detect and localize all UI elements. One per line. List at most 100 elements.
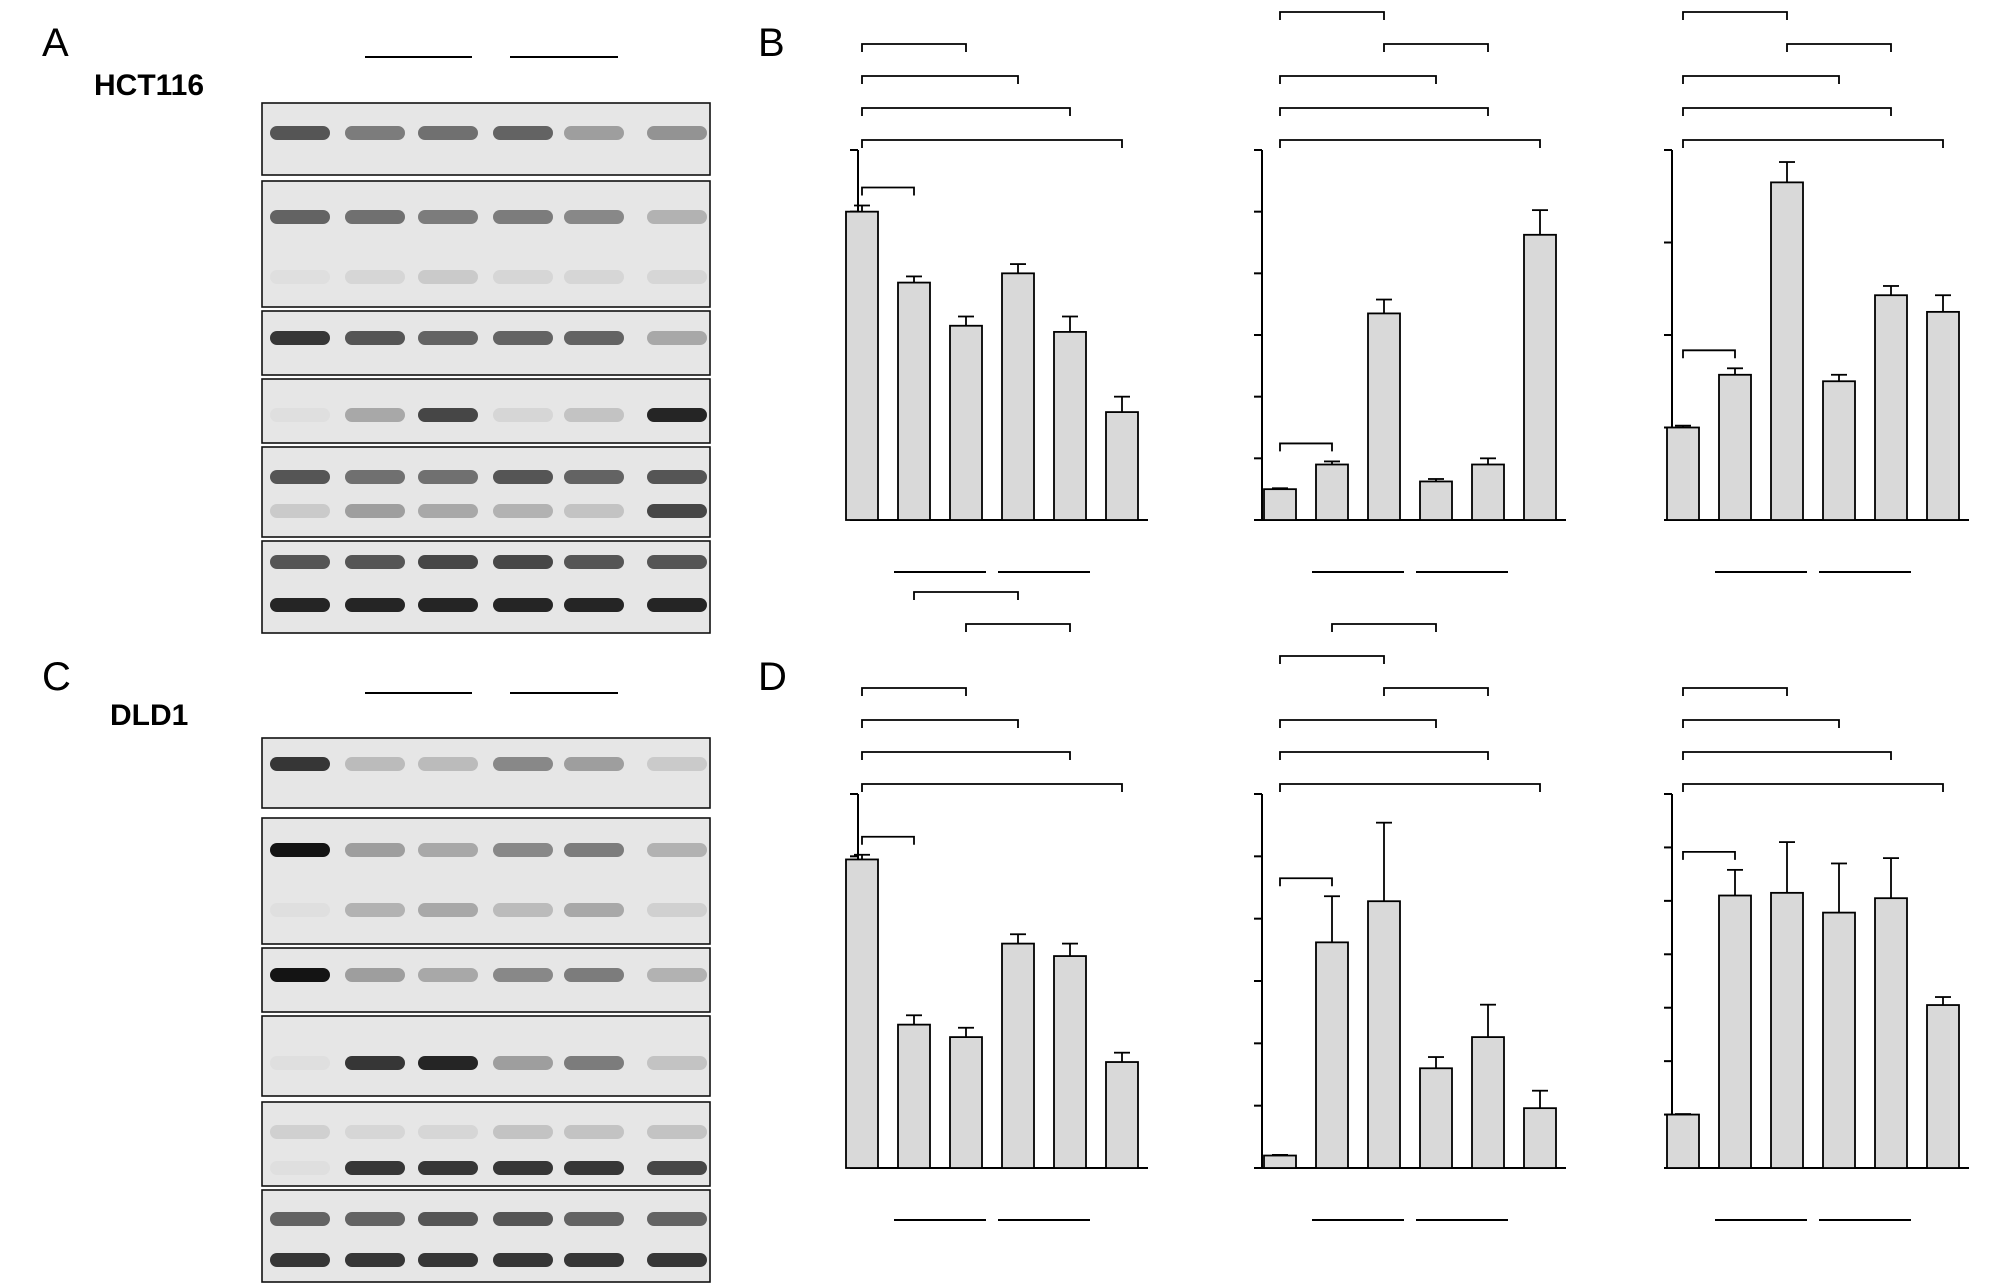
protein-band xyxy=(564,968,624,982)
protein-band xyxy=(564,331,624,345)
bar xyxy=(1770,181,1804,521)
protein-band xyxy=(647,757,707,771)
significance-bracket xyxy=(1786,43,1892,52)
protein-band xyxy=(647,843,707,857)
protein-band xyxy=(493,408,553,422)
significance-bracket xyxy=(1331,623,1437,632)
blot-membrane xyxy=(261,102,711,176)
protein-band xyxy=(564,1161,624,1175)
significance-bracket xyxy=(913,591,1019,600)
protein-band xyxy=(345,210,405,224)
protein-band xyxy=(345,903,405,917)
protein-band xyxy=(270,270,330,284)
bar xyxy=(1001,272,1035,521)
protein-band xyxy=(493,1212,553,1226)
protein-band xyxy=(418,555,478,569)
protein-band xyxy=(493,1056,553,1070)
bar xyxy=(1666,1113,1700,1169)
panel-letter-d: D xyxy=(758,655,787,699)
protein-band xyxy=(270,1056,330,1070)
western-blot-hct116 xyxy=(261,56,711,634)
bar xyxy=(1718,373,1752,521)
protein-band xyxy=(270,1212,330,1226)
protein-band xyxy=(647,408,707,422)
protein-band xyxy=(270,843,330,857)
bar xyxy=(1926,310,1960,521)
significance-bracket xyxy=(1279,107,1489,116)
protein-band xyxy=(564,210,624,224)
significance-bracket xyxy=(1279,877,1333,887)
protein-band xyxy=(564,270,624,284)
significance-bracket xyxy=(965,623,1071,632)
significance-bracket xyxy=(1279,75,1437,84)
protein-band xyxy=(418,504,478,518)
bar xyxy=(845,858,879,1169)
significance-bracket xyxy=(861,139,1123,148)
cell-line-label: DLD1 xyxy=(110,699,188,732)
protein-band xyxy=(418,210,478,224)
significance-bracket xyxy=(1279,11,1385,20)
protein-band xyxy=(564,1125,624,1139)
protein-band xyxy=(270,903,330,917)
blot-membrane xyxy=(261,540,711,634)
protein-band xyxy=(270,331,330,345)
protein-band xyxy=(493,270,553,284)
protein-band xyxy=(270,598,330,612)
bar xyxy=(1263,1154,1297,1169)
protein-band xyxy=(270,470,330,484)
protein-band xyxy=(647,968,707,982)
protein-band xyxy=(345,598,405,612)
protein-band xyxy=(564,408,624,422)
blot-membrane xyxy=(261,310,711,376)
protein-band xyxy=(418,1125,478,1139)
protein-band xyxy=(345,1161,405,1175)
significance-bracket xyxy=(861,186,915,196)
protein-band xyxy=(647,270,707,284)
protein-band xyxy=(493,210,553,224)
bar xyxy=(1926,1004,1960,1169)
significance-bracket xyxy=(861,783,1123,792)
protein-band xyxy=(345,1125,405,1139)
blot-membrane xyxy=(261,817,711,945)
protein-band xyxy=(647,210,707,224)
protein-band xyxy=(418,903,478,917)
protein-band xyxy=(418,1161,478,1175)
significance-bracket xyxy=(861,75,1019,84)
significance-bracket xyxy=(1279,719,1437,728)
significance-bracket xyxy=(1383,687,1489,696)
western-blot-dld1 xyxy=(261,692,711,1283)
bar-chart xyxy=(845,43,1148,573)
protein-band xyxy=(418,598,478,612)
significance-bracket xyxy=(1682,75,1840,84)
significance-bracket xyxy=(1682,687,1788,696)
bar xyxy=(1770,891,1804,1169)
protein-band xyxy=(493,757,553,771)
protein-band xyxy=(564,504,624,518)
protein-band xyxy=(493,126,553,140)
significance-bracket xyxy=(1279,783,1541,792)
bar-chart xyxy=(1664,11,1969,573)
significance-bracket xyxy=(1279,442,1333,452)
significance-bracket xyxy=(1682,107,1892,116)
protein-band xyxy=(647,903,707,917)
cell-line-label: HCT116 xyxy=(94,69,204,102)
protein-band xyxy=(564,1212,624,1226)
protein-band xyxy=(270,757,330,771)
bar xyxy=(1263,488,1297,521)
protein-band xyxy=(418,843,478,857)
blot-membrane xyxy=(261,1189,711,1283)
significance-bracket xyxy=(1682,139,1944,148)
panel-letter-b: B xyxy=(758,21,785,65)
protein-band xyxy=(564,126,624,140)
protein-band xyxy=(345,968,405,982)
protein-band xyxy=(345,1212,405,1226)
protein-band xyxy=(493,331,553,345)
bar xyxy=(1874,294,1908,521)
protein-band xyxy=(493,843,553,857)
bar xyxy=(1053,955,1087,1169)
bar xyxy=(1523,233,1557,521)
bar xyxy=(1419,480,1453,521)
protein-band xyxy=(418,757,478,771)
bar xyxy=(1471,463,1505,521)
bar xyxy=(1718,894,1752,1169)
